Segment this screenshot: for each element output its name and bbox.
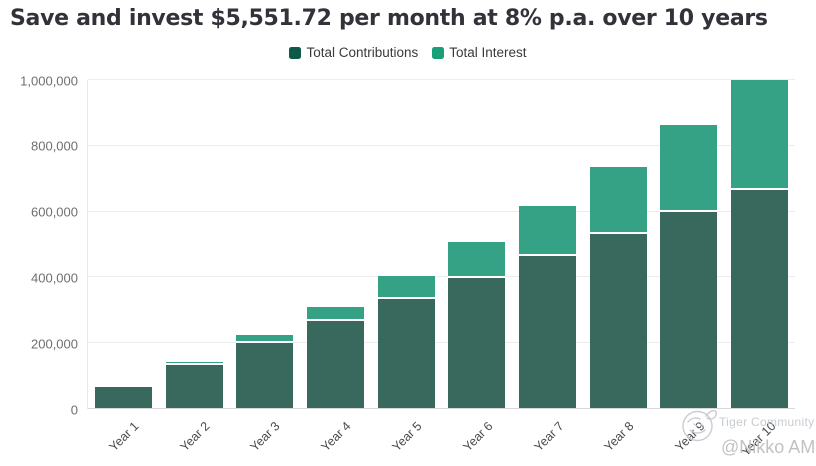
x-tick-slot: Year 2 (158, 410, 229, 460)
x-tick-label: Year 8 (601, 419, 637, 455)
interest-swatch-icon (432, 46, 445, 59)
stacked-bar-year-2[interactable] (165, 361, 223, 409)
chart-legend: Total Contributions Total Interest (0, 45, 816, 60)
contributions-segment[interactable] (94, 387, 152, 409)
bar-slot (442, 80, 513, 409)
interest-segment[interactable] (94, 385, 152, 388)
stacked-bar-year-1[interactable] (94, 385, 152, 409)
y-tick-label: 0 (70, 402, 78, 417)
stacked-bar-year-6[interactable] (448, 242, 506, 409)
bar-slot (229, 80, 300, 409)
x-tick-label: Year 10 (738, 419, 779, 460)
x-tick-slot: Year 8 (583, 410, 654, 460)
bar-slot (371, 80, 442, 409)
gridline-0 (88, 408, 795, 409)
x-tick-label: Year 7 (530, 419, 567, 455)
bar-slot (512, 80, 583, 409)
contributions-segment[interactable] (377, 299, 435, 409)
gridline-1,000,000 (88, 79, 795, 80)
interest-segment[interactable] (448, 242, 506, 278)
x-tick-label: Year 9 (672, 419, 708, 455)
stacked-bar-year-9[interactable] (660, 125, 718, 409)
x-tick-label: Year 3 (247, 419, 283, 455)
interest-segment[interactable] (236, 335, 294, 344)
x-tick-slot: Year 10 (724, 410, 795, 460)
contributions-segment[interactable] (448, 277, 506, 409)
y-axis-labels: 0 200,000 400,000 600,000 800,000 1,000,000 (0, 73, 78, 417)
interest-segment[interactable] (519, 206, 577, 256)
y-tick-label: 800,000 (31, 138, 78, 154)
x-tick-label: Year 4 (318, 419, 354, 455)
contributions-segment[interactable] (165, 365, 223, 409)
y-tick-label: 1,000,000 (20, 73, 78, 88)
bar-slot (88, 80, 159, 409)
interest-segment[interactable] (306, 306, 364, 322)
bar-slot (159, 80, 230, 409)
legend-item-total-contributions[interactable]: Total Contributions (289, 45, 418, 60)
bar-slot (583, 80, 654, 409)
gridline-800,000 (88, 144, 795, 146)
legend-item-total-interest[interactable]: Total Interest (432, 45, 527, 60)
interest-segment[interactable] (589, 167, 647, 234)
x-tick-label: Year 2 (176, 419, 213, 455)
x-tick-label: Year 5 (389, 419, 425, 455)
x-tick-slot: Year 6 (441, 410, 512, 460)
x-axis-labels: Year 1 Year 2 Year 3 Year 4 Year 5 Year 6 Year… (87, 410, 795, 460)
bar-slot (300, 80, 371, 409)
x-tick-label: Year 1 (106, 419, 142, 455)
stacked-bar-year-3[interactable] (236, 335, 294, 409)
bar-slot (724, 80, 795, 409)
stacked-bar-year-4[interactable] (306, 306, 364, 409)
bar-slot (654, 80, 725, 409)
gridline-600,000 (88, 210, 795, 212)
contributions-segment[interactable] (731, 189, 789, 409)
plot-area (87, 79, 795, 409)
x-tick-slot: Year 1 (87, 410, 158, 460)
interest-segment[interactable] (165, 361, 223, 366)
legend-label: Total Contributions (306, 45, 419, 60)
stacked-bar-year-7[interactable] (519, 206, 577, 409)
stacked-bar-year-10[interactable] (731, 80, 789, 409)
contributions-segment[interactable] (236, 343, 294, 409)
interest-segment[interactable] (660, 125, 718, 212)
stacked-bar-year-5[interactable] (377, 275, 435, 409)
contributions-segment[interactable] (589, 233, 647, 409)
x-tick-slot: Year 7 (512, 410, 583, 460)
x-tick-slot: Year 4 (299, 410, 370, 460)
gridline-200,000 (88, 342, 795, 344)
legend-label: Total Interest (449, 45, 527, 60)
gridline-400,000 (88, 276, 795, 278)
chart-title: Save and invest $5,551.72 per month at 8… (10, 6, 768, 31)
interest-segment[interactable] (377, 275, 435, 300)
x-tick-slot: Year 9 (653, 410, 724, 460)
interest-segment[interactable] (731, 80, 789, 190)
contributions-swatch-icon (289, 46, 302, 59)
y-tick-label: 200,000 (31, 336, 78, 352)
contributions-segment[interactable] (306, 321, 364, 409)
y-tick-label: 400,000 (31, 270, 78, 286)
stacked-bar-year-8[interactable] (589, 167, 647, 409)
x-tick-slot: Year 5 (370, 410, 441, 460)
contributions-segment[interactable] (660, 211, 718, 409)
contributions-segment[interactable] (519, 255, 577, 409)
x-tick-slot: Year 3 (229, 410, 300, 460)
y-tick-label: 600,000 (31, 204, 78, 220)
x-tick-label: Year 6 (460, 419, 496, 455)
bars-container (88, 80, 795, 409)
